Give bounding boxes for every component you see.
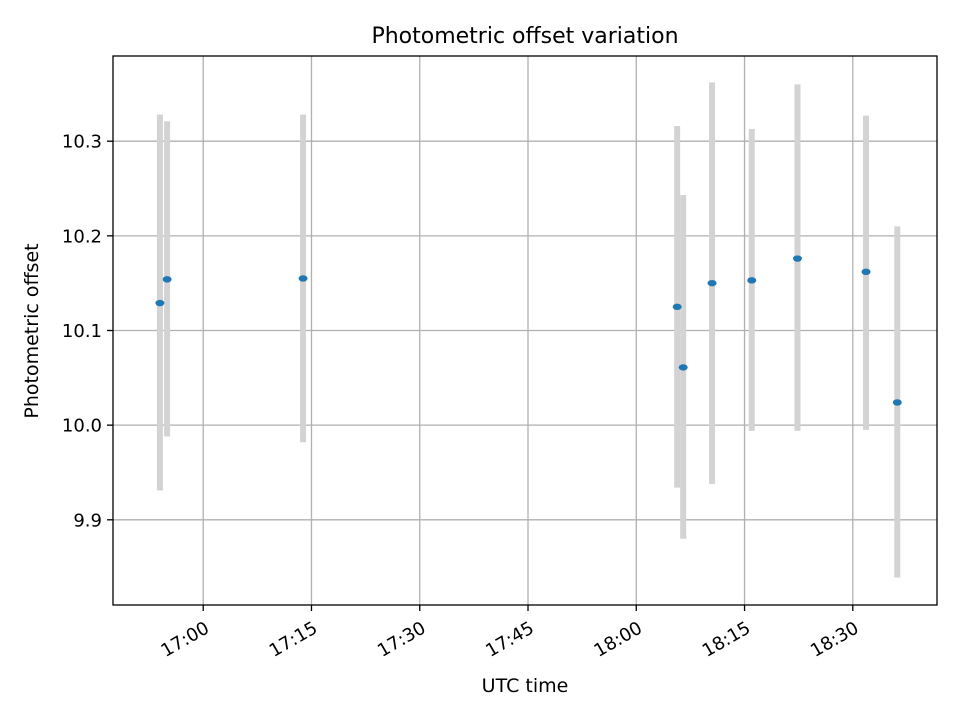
data-points — [155, 255, 902, 406]
x-axis-label: UTC time — [482, 675, 569, 697]
data-point — [672, 303, 682, 311]
data-point — [747, 277, 757, 284]
data-point — [298, 275, 308, 282]
chart-title: Photometric offset variation — [371, 24, 678, 49]
data-point — [892, 399, 902, 406]
data-point — [707, 279, 717, 287]
data-point — [162, 276, 172, 283]
y-axis-label: Photometric offset — [21, 243, 43, 418]
data-point — [678, 364, 688, 371]
data-point — [792, 255, 802, 262]
y-tick-label: 10.1 — [62, 321, 102, 342]
y-tick-label: 9.9 — [73, 510, 102, 531]
data-point — [155, 299, 165, 307]
y-axis-ticks: 9.9 10.0 10.1 10.2 10.3 — [62, 132, 113, 531]
y-tick-label: 10.2 — [62, 226, 102, 247]
y-tick-label: 10.3 — [62, 132, 102, 153]
data-point — [861, 268, 871, 276]
y-tick-label: 10.0 — [62, 416, 102, 437]
